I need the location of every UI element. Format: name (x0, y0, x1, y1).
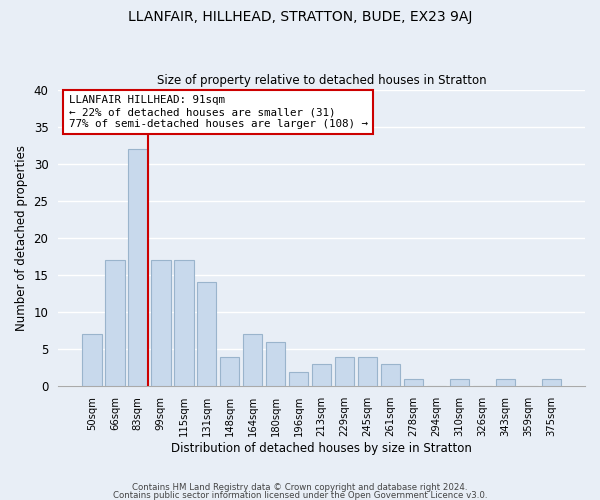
Text: Contains public sector information licensed under the Open Government Licence v3: Contains public sector information licen… (113, 490, 487, 500)
Bar (105, 260, 125, 386)
Bar (197, 282, 217, 387)
Bar (220, 356, 239, 386)
Bar (243, 334, 262, 386)
Title: Size of property relative to detached houses in Stratton: Size of property relative to detached ho… (157, 74, 487, 87)
Bar (542, 379, 561, 386)
Text: LLANFAIR, HILLHEAD, STRATTON, BUDE, EX23 9AJ: LLANFAIR, HILLHEAD, STRATTON, BUDE, EX23… (128, 10, 472, 24)
Text: LLANFAIR HILLHEAD: 91sqm
← 22% of detached houses are smaller (31)
77% of semi-d: LLANFAIR HILLHEAD: 91sqm ← 22% of detach… (68, 96, 368, 128)
X-axis label: Distribution of detached houses by size in Stratton: Distribution of detached houses by size … (171, 442, 472, 455)
Bar (496, 379, 515, 386)
Bar (289, 372, 308, 386)
Y-axis label: Number of detached properties: Number of detached properties (15, 145, 28, 331)
Bar (151, 260, 170, 386)
Bar (381, 364, 400, 386)
Bar (82, 334, 101, 386)
Bar (358, 356, 377, 386)
Bar (312, 364, 331, 386)
Bar (174, 260, 194, 386)
Text: Contains HM Land Registry data © Crown copyright and database right 2024.: Contains HM Land Registry data © Crown c… (132, 484, 468, 492)
Bar (404, 379, 423, 386)
Bar (335, 356, 355, 386)
Bar (266, 342, 286, 386)
Bar (449, 379, 469, 386)
Bar (128, 149, 148, 386)
